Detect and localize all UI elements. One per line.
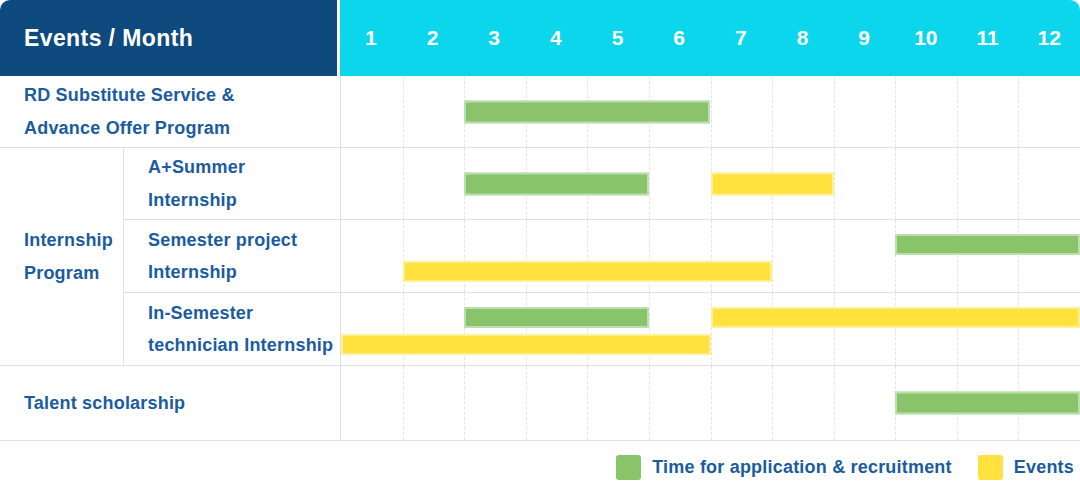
month-header-cell: 6: [648, 26, 710, 50]
group-label-internship-program: Internship Program: [0, 148, 124, 366]
legend: Time for application & recruitment Event…: [0, 441, 1080, 494]
month-header-row: 1 2 3 4 5 6 7 8 9 10 11 12: [340, 0, 1080, 76]
green-gantt-bar: [464, 307, 649, 328]
row-label-talent-scholarship: Talent scholarship: [0, 366, 340, 441]
month-gridline: [403, 366, 404, 440]
month-gridline: [834, 366, 835, 440]
month-gridline: [1018, 148, 1019, 219]
month-header-cell: 11: [957, 26, 1019, 50]
month-header-cell: 5: [587, 26, 649, 50]
yellow-gantt-bar: [711, 172, 834, 195]
yellow-gantt-bar: [341, 334, 711, 355]
month-gridline: [464, 366, 465, 440]
month-gridline: [772, 220, 773, 292]
month-gridline: [834, 293, 835, 365]
month-gridline: [957, 293, 958, 365]
month-gridline: [649, 366, 650, 440]
month-header-cell: 4: [525, 26, 587, 50]
month-gridline: [526, 366, 527, 440]
month-gridline: [834, 76, 835, 147]
row-label-rd-substitute: RD Substitute Service & Advance Offer Pr…: [0, 76, 340, 148]
row-label-a-plus-summer: A+Summer Internship: [124, 148, 340, 220]
green-gantt-bar: [895, 392, 1080, 415]
gantt-page: Events / Month 1 2 3 4 5 6 7 8 9 10 11 1…: [0, 0, 1080, 494]
green-gantt-bar: [464, 172, 649, 195]
green-gantt-bar: [895, 234, 1080, 255]
month-header-cell: 8: [772, 26, 834, 50]
month-gridline: [1018, 293, 1019, 365]
bar-area-rd-substitute: [340, 76, 1080, 148]
yellow-gantt-bar: [403, 261, 773, 282]
green-gantt-bar: [464, 100, 710, 123]
month-gridline: [772, 366, 773, 440]
bar-area-talent-scholarship: [340, 366, 1080, 441]
month-gridline: [403, 76, 404, 147]
month-gridline: [957, 148, 958, 219]
month-gridline: [895, 220, 896, 292]
yellow-gantt-bar: [711, 307, 1080, 328]
month-gridline: [711, 366, 712, 440]
bar-area-semester-project: [340, 220, 1080, 293]
month-header-cell: 10: [895, 26, 957, 50]
month-header-cell: 7: [710, 26, 772, 50]
month-gridline: [649, 148, 650, 219]
legend-label: Time for application & recruitment: [652, 457, 952, 478]
month-gridline: [957, 220, 958, 292]
month-header-cell: 3: [463, 26, 525, 50]
month-gridline: [895, 293, 896, 365]
month-gridline: [1018, 220, 1019, 292]
row-label-in-semester-technician: In-Semester technician Internship: [124, 293, 340, 366]
month-gridline: [711, 293, 712, 365]
month-gridline: [895, 148, 896, 219]
month-gridline: [772, 293, 773, 365]
month-header-cell: 12: [1018, 26, 1080, 50]
bar-area-a-plus-summer: [340, 148, 1080, 220]
yellow-swatch-icon: [978, 455, 1003, 480]
green-swatch-icon: [616, 455, 641, 480]
month-gridline: [772, 76, 773, 147]
month-header-cell: 9: [833, 26, 895, 50]
events-month-table: Events / Month 1 2 3 4 5 6 7 8 9 10 11 1…: [0, 0, 1080, 441]
month-gridline: [834, 220, 835, 292]
legend-label: Events: [1014, 457, 1074, 478]
table-header-title: Events / Month: [0, 0, 340, 76]
month-gridline: [957, 76, 958, 147]
month-gridline: [895, 76, 896, 147]
month-gridline: [1018, 76, 1019, 147]
month-gridline: [711, 76, 712, 147]
month-gridline: [834, 148, 835, 219]
month-gridline: [403, 148, 404, 219]
bar-area-in-semester-technician: [340, 293, 1080, 366]
month-header-cell: 1: [340, 26, 402, 50]
month-header-cell: 2: [402, 26, 464, 50]
legend-item-application-recruitment: Time for application & recruitment: [616, 455, 952, 480]
row-label-semester-project: Semester project Internship: [124, 220, 340, 293]
legend-item-events: Events: [978, 455, 1074, 480]
month-gridline: [587, 366, 588, 440]
